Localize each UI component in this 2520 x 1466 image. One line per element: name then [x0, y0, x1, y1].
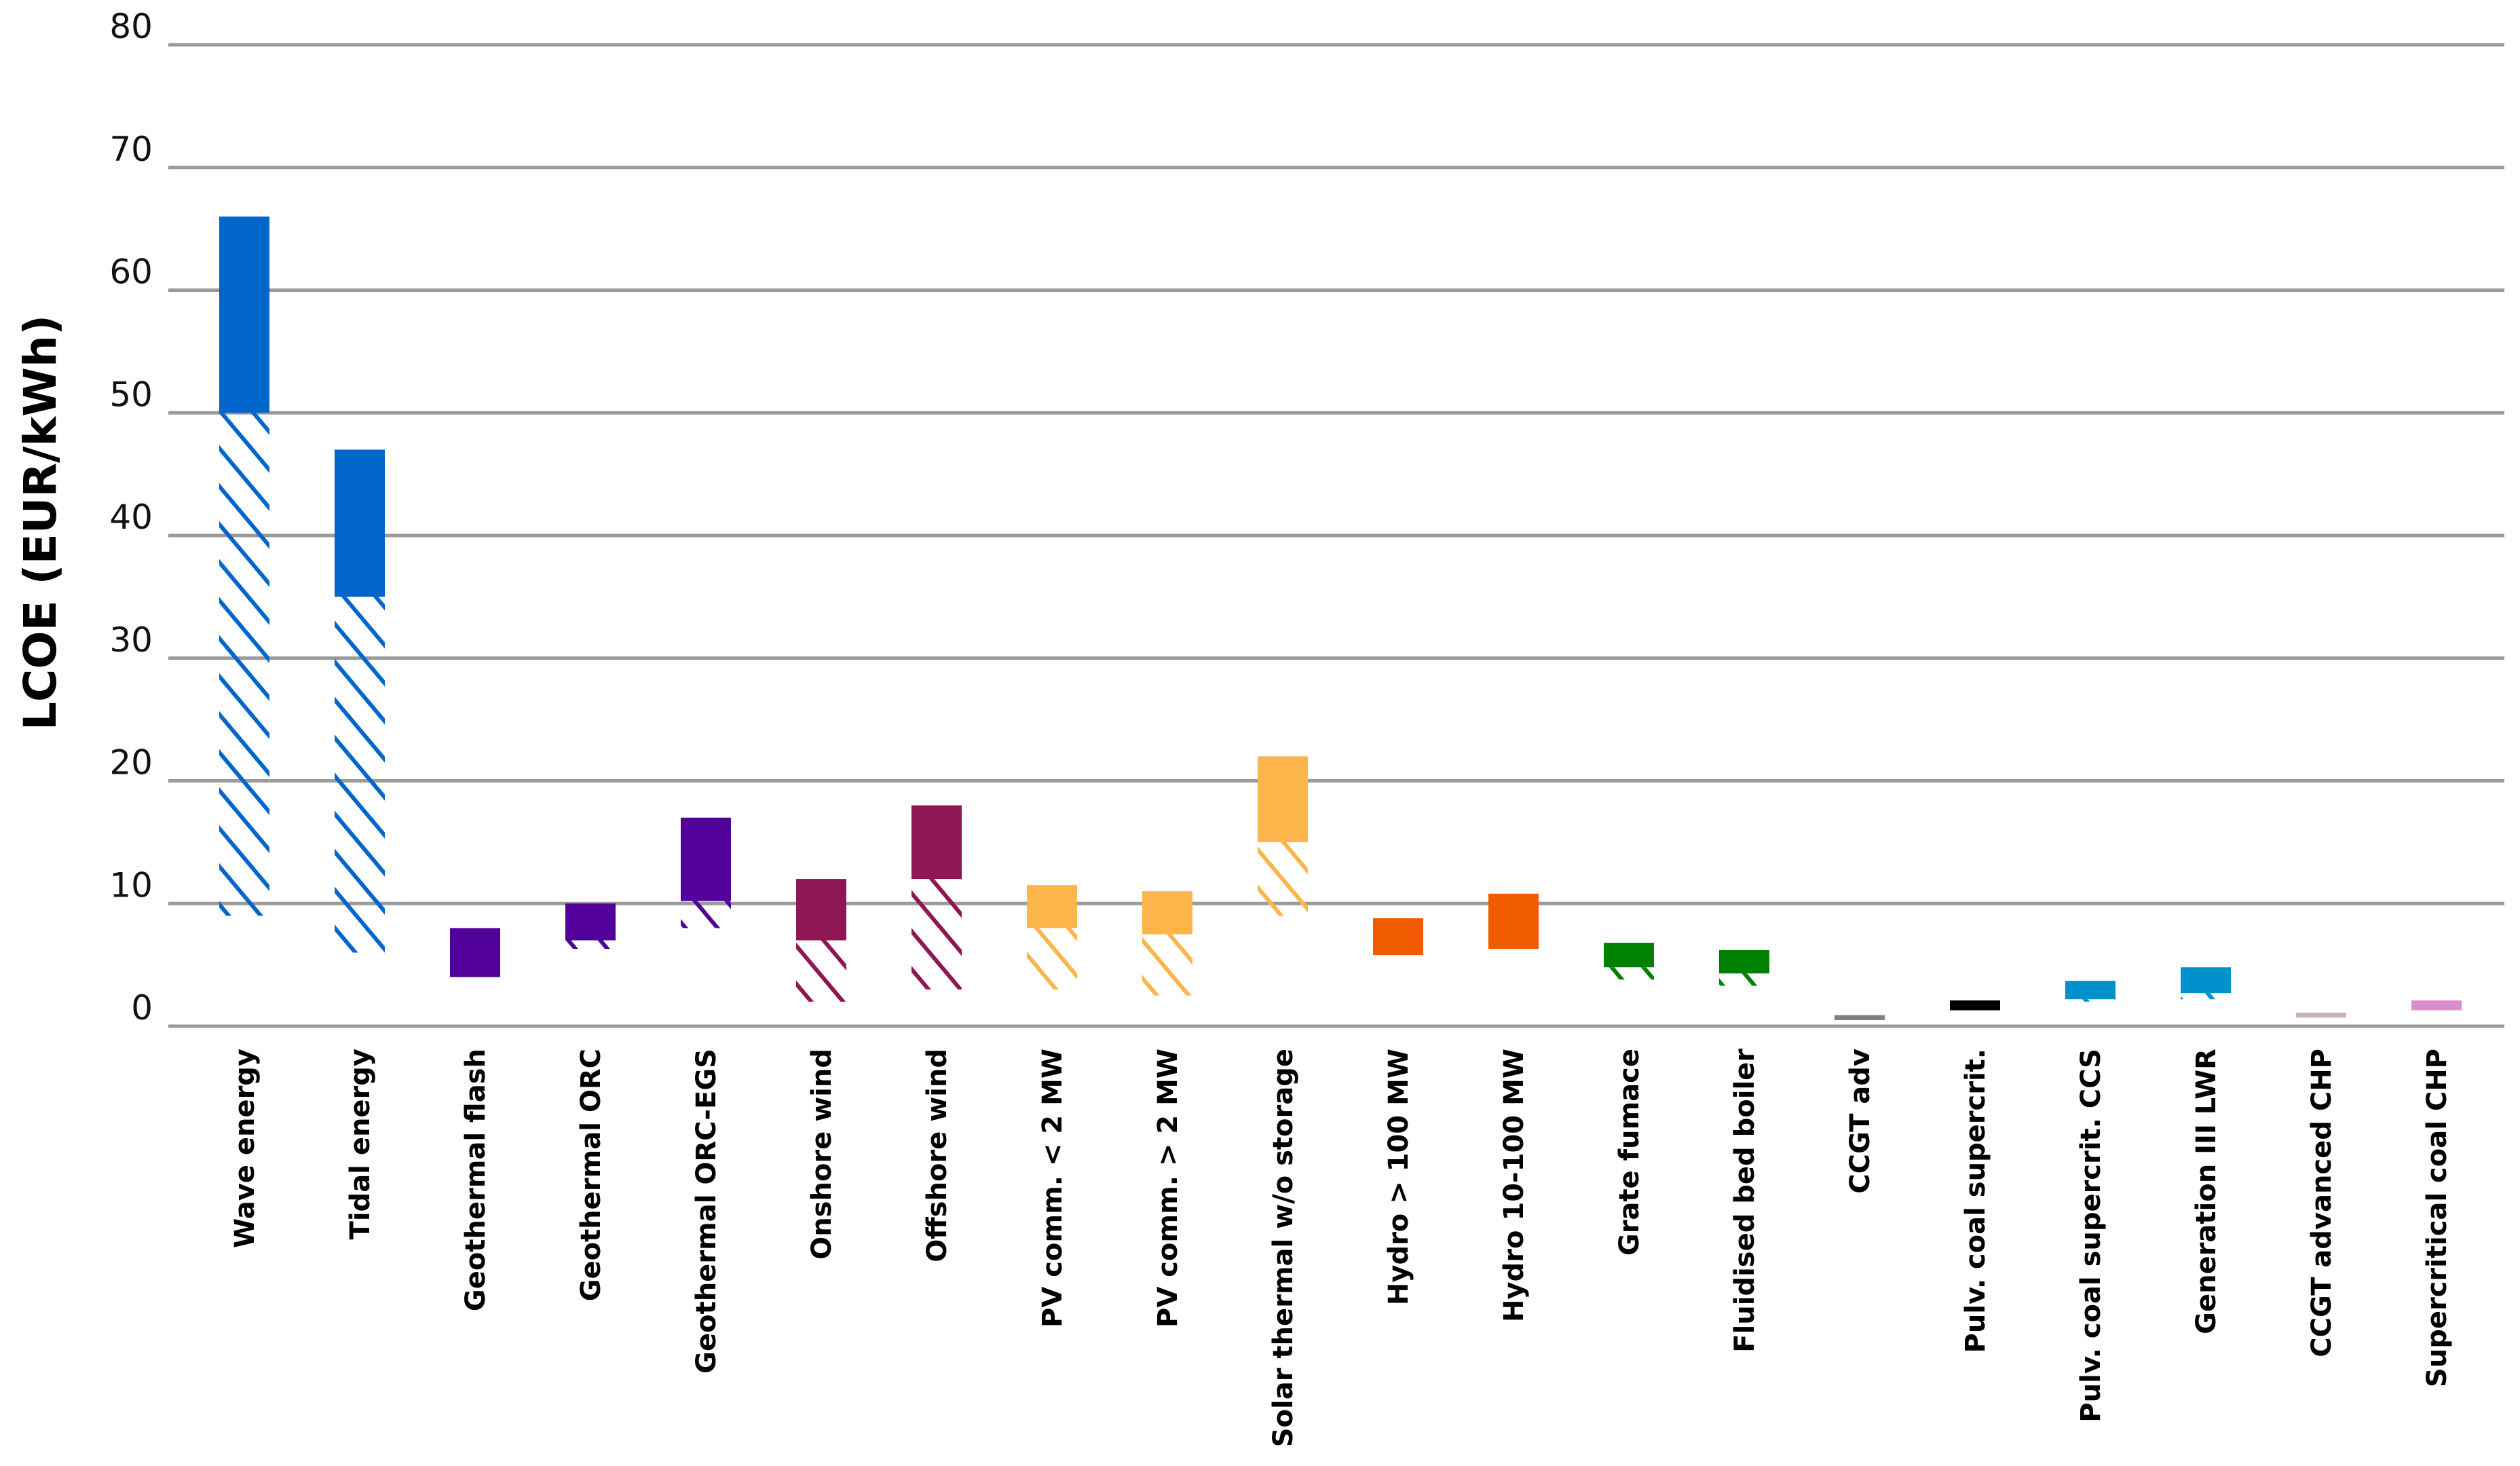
bar-range-solid	[2411, 1000, 2462, 1011]
bar-range-solid	[2296, 1013, 2346, 1018]
bar-pulv-coal-supercrit-	[1950, 1000, 2000, 1011]
y-tick-label: 80	[109, 7, 153, 46]
y-tick-label: 10	[109, 865, 153, 905]
bar-supercritical-coal-chp	[2411, 1000, 2462, 1011]
y-tick-label: 0	[131, 988, 153, 1028]
y-tick-label: 30	[109, 620, 153, 660]
y-tick-labels: 0 10 20 30 40 50 60 70 80	[109, 7, 153, 1028]
bar-range-solid	[1488, 893, 1539, 950]
bar-range-hatched	[1719, 973, 1769, 986]
bar-range-solid	[1142, 891, 1192, 935]
x-tick-label: Onshore wind	[806, 1049, 838, 1260]
bar-geothermal-orc-egs	[681, 817, 731, 928]
bar-range-solid	[1373, 918, 1423, 956]
bar-range-hatched	[796, 940, 846, 1002]
bar-tidal-energy	[335, 449, 385, 953]
bar-range-hatched	[1604, 967, 1654, 980]
y-tick-label: 20	[109, 743, 153, 783]
bar-range-solid	[1604, 943, 1654, 968]
x-tick-label: CCGT adv	[1845, 1049, 1876, 1194]
x-tick-label: Pulv. coal supercrit.	[1960, 1049, 1991, 1353]
bar-geothermal-orc	[565, 903, 616, 950]
bar-range-solid	[565, 903, 616, 941]
bar-pv-comm-2-mw	[1142, 891, 1192, 996]
bar-range-solid	[450, 928, 500, 977]
x-tick-label: Grate fumace	[1614, 1049, 1645, 1256]
x-tick-label: Hydro > 100 MW	[1383, 1049, 1414, 1305]
x-tick-label: Geothermal flash	[460, 1049, 491, 1311]
y-axis-title: LCOE (EUR/kWh)	[14, 315, 67, 730]
bar-ccgt-advanced-chp	[2296, 1013, 2346, 1018]
y-tick-label: 40	[109, 497, 153, 537]
bar-range-hatched	[1258, 842, 1308, 916]
bar-range-solid	[2065, 981, 2115, 1000]
x-tick-label: Pulv. coal supercrit. CCS	[2075, 1049, 2107, 1423]
x-tick-label: PV comm. > 2 MW	[1152, 1049, 1184, 1328]
bar-offshore-wind	[911, 805, 962, 990]
x-tick-label: PV comm. < 2 MW	[1037, 1049, 1068, 1328]
bar-range-solid	[2181, 967, 2231, 994]
bar-range-hatched	[335, 597, 385, 953]
gridlines	[168, 43, 2504, 1028]
x-tick-label: CCGT advanced CHP	[2306, 1049, 2337, 1357]
bar-range-solid	[1835, 1015, 1885, 1020]
x-tick-label: Geothermal ORC-EGS	[691, 1049, 722, 1374]
bar-geothermal-flash	[450, 928, 500, 977]
bar-range-hatched	[2181, 993, 2231, 1000]
bar-grate-fumace	[1604, 943, 1654, 980]
bar-hydro-100-mw	[1373, 918, 1423, 956]
y-tick-label: 70	[109, 130, 153, 169]
x-tick-label: Generation III LWR	[2191, 1049, 2222, 1334]
bar-hydro-10-100-mw	[1488, 893, 1539, 950]
bar-range-hatched	[681, 901, 731, 928]
bar-range-solid	[1719, 950, 1769, 974]
bar-range-solid	[219, 217, 269, 413]
bar-range-hatched	[911, 879, 962, 990]
x-tick-label: Wave energy	[229, 1049, 261, 1248]
x-tick-label: Offshore wind	[922, 1049, 953, 1262]
bar-wave-energy	[219, 217, 269, 916]
bar-range-solid	[1027, 885, 1077, 928]
bar-range-solid	[911, 805, 962, 880]
bar-pulv-coal-supercrit-ccs	[2065, 981, 2115, 1002]
bar-fluidised-bed-boiler	[1719, 950, 1769, 986]
x-tick-label: Geothermal ORC	[576, 1049, 607, 1301]
bar-range-solid	[1950, 1000, 2000, 1011]
bar-pv-comm-2-mw	[1027, 885, 1077, 990]
bar-solar-thermal-w-o-storage	[1258, 756, 1308, 916]
bar-range-solid	[681, 817, 731, 901]
bar-onshore-wind	[796, 879, 846, 1002]
bar-generation-iii-lwr	[2181, 967, 2231, 1000]
bar-range-hatched	[565, 940, 616, 950]
bar-range-hatched	[1142, 934, 1192, 996]
bar-range-solid	[335, 449, 385, 597]
bar-range-hatched	[219, 413, 269, 916]
x-tick-label: Tidal energy	[345, 1049, 376, 1239]
x-tick-label: Hydro 10-100 MW	[1499, 1049, 1530, 1322]
x-tick-label: Solar thermal w/o storage	[1268, 1049, 1299, 1447]
bars	[219, 217, 2462, 1020]
bar-range-solid	[1258, 756, 1308, 842]
x-tick-label: Supercritical coal CHP	[2422, 1049, 2453, 1387]
x-tick-label: Fluidised bed boiler	[1729, 1049, 1761, 1353]
bar-ccgt-adv	[1835, 1015, 1885, 1020]
bar-range-hatched	[1027, 928, 1077, 990]
bar-range-hatched	[2065, 999, 2115, 1002]
bar-range-solid	[796, 879, 846, 941]
y-tick-label: 60	[109, 252, 153, 292]
y-tick-label: 50	[109, 375, 153, 414]
x-tick-labels: Wave energy Tidal energy Geothermal flash G…	[229, 1049, 2453, 1448]
